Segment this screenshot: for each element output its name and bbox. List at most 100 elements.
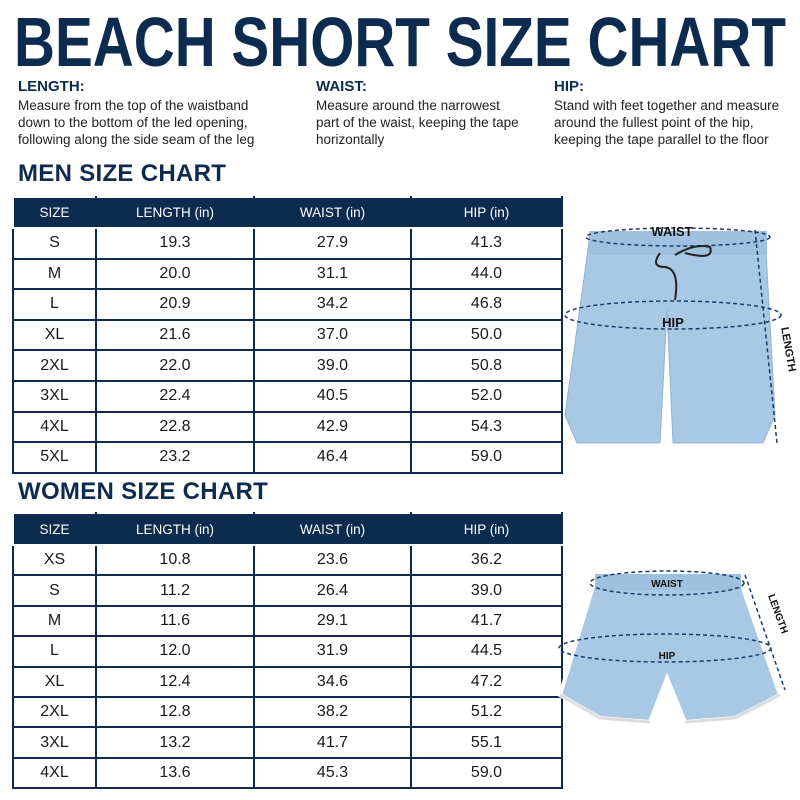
size-cell: 3XL [12, 726, 97, 759]
column-header: HIP (in) [410, 512, 563, 546]
size-row: XS 10.8 23.6 36.2 [12, 543, 563, 577]
measure-cell: 52.0 [410, 379, 563, 413]
measure-cell: 13.6 [95, 756, 255, 790]
table-heading: MEN SIZE CHART [18, 160, 227, 187]
size-cell: M [12, 604, 97, 638]
size-cell: L [12, 288, 97, 321]
measure-cell: 46.8 [410, 288, 563, 321]
hip-tape [564, 300, 782, 330]
size-row: 2XL 22.0 39.0 50.8 [12, 349, 563, 382]
measure-label: HIP: [554, 78, 584, 95]
measure-cell: 34.2 [253, 288, 412, 321]
measure-cell: 21.6 [95, 318, 255, 352]
size-cell: 4XL [12, 410, 97, 444]
size-cell: S [12, 574, 97, 607]
measure-cell: 22.0 [95, 349, 255, 382]
trim [559, 693, 781, 724]
size-table: SIZE LENGTH (in) WAIST (in) HIP (in) XS 10.8 2… [12, 512, 563, 790]
measure-cell: 41.7 [253, 726, 412, 759]
measure-cell: 12.0 [95, 635, 255, 668]
size-cell: XL [12, 665, 97, 698]
measure-cell: 41.3 [410, 227, 563, 260]
measure-cell: 26.4 [253, 574, 412, 607]
size-row: XL 12.4 34.6 47.2 [12, 665, 563, 698]
column-header: WAIST (in) [253, 196, 412, 229]
measure-label: WAIST: [316, 78, 367, 95]
men-shorts [564, 232, 776, 444]
size-cell: M [12, 257, 97, 291]
waist-tape [585, 227, 771, 247]
measure-cell: 23.2 [95, 441, 255, 474]
measure-cell: 44.0 [410, 257, 563, 291]
table-heading: WOMEN SIZE CHART [18, 478, 269, 505]
measure-cell: 22.8 [95, 410, 255, 444]
measure-text: Measure from the top of the waistband do… [18, 98, 255, 147]
size-cell: L [12, 635, 97, 668]
measure-cell: 59.0 [410, 756, 563, 790]
measure-cell: 31.1 [253, 257, 412, 291]
measure-cell: 46.4 [253, 441, 412, 474]
men-shorts-diagram: WAIST HIP LENGTH [564, 224, 798, 444]
length-label: LENGTH [765, 593, 789, 635]
measure-cell: 54.3 [410, 410, 563, 444]
page-title: BEACH SHORT SIZE CHART [14, 3, 786, 78]
length-label: LENGTH [778, 326, 798, 373]
column-header: SIZE [12, 512, 97, 546]
header-row: SIZE LENGTH (in) WAIST (in) HIP (in) [12, 196, 563, 229]
measure-cell: 44.5 [410, 635, 563, 668]
measure-cell: 19.3 [95, 227, 255, 260]
measure-cell: 11.2 [95, 574, 255, 607]
measure-cell: 51.2 [410, 695, 563, 729]
size-row: M 11.6 29.1 41.7 [12, 604, 563, 638]
size-row: XL 21.6 37.0 50.0 [12, 318, 563, 352]
measure-cell: 55.1 [410, 726, 563, 759]
measure-cell: 50.8 [410, 349, 563, 382]
title-banner: BEACH SHORT SIZE CHART [14, 3, 786, 78]
measure-cell: 13.2 [95, 726, 255, 759]
measure-cell: 40.5 [253, 379, 412, 413]
measure-cell: 27.9 [253, 227, 412, 260]
drawstring [655, 245, 712, 301]
length-line [754, 229, 778, 444]
size-table: SIZE LENGTH (in) WAIST (in) HIP (in) S 19.3 27… [12, 196, 563, 474]
measure-cell: 10.8 [95, 543, 255, 577]
column-header: WAIST (in) [253, 512, 412, 546]
size-row: 4XL 22.8 42.9 54.3 [12, 410, 563, 444]
size-row: 4XL 13.6 45.3 59.0 [12, 756, 563, 790]
size-cell: 2XL [12, 695, 97, 729]
measure-note: LENGTH: Measure from the top of the waist… [18, 78, 273, 148]
length-line [744, 574, 786, 691]
size-cell: S [12, 227, 97, 260]
measure-cell: 39.0 [253, 349, 412, 382]
size-cell: 2XL [12, 349, 97, 382]
waist-label: WAIST [651, 579, 683, 590]
measure-cell: 20.9 [95, 288, 255, 321]
waist-tape [589, 570, 745, 596]
size-cell: XL [12, 318, 97, 352]
measure-cell: 34.6 [253, 665, 412, 698]
measure-cell: 41.7 [410, 604, 563, 638]
hip-label: HIP [659, 651, 676, 662]
measure-cell: 45.3 [253, 756, 412, 790]
measure-cell: 59.0 [410, 441, 563, 474]
measure-note: WAIST: Measure around the narrowest part … [316, 78, 526, 148]
size-row: L 20.9 34.2 46.8 [12, 288, 563, 321]
measure-cell: 47.2 [410, 665, 563, 698]
women-shorts-diagram: WAIST HIP LENGTH [557, 570, 790, 725]
size-row: 5XL 23.2 46.4 59.0 [12, 441, 563, 474]
size-row: 2XL 12.8 38.2 51.2 [12, 695, 563, 729]
column-header: SIZE [12, 196, 97, 229]
measure-cell: 20.0 [95, 257, 255, 291]
size-row: 3XL 22.4 40.5 52.0 [12, 379, 563, 413]
measure-cell: 22.4 [95, 379, 255, 413]
waist-label: WAIST [651, 224, 692, 239]
size-cell: 4XL [12, 756, 97, 790]
column-header: HIP (in) [410, 196, 563, 229]
measure-cell: 12.4 [95, 665, 255, 698]
size-cell: 5XL [12, 441, 97, 474]
column-header: LENGTH (in) [95, 512, 255, 546]
measure-cell: 39.0 [410, 574, 563, 607]
measure-cell: 29.1 [253, 604, 412, 638]
measure-note: HIP: Stand with feet together and measure… [554, 78, 794, 148]
